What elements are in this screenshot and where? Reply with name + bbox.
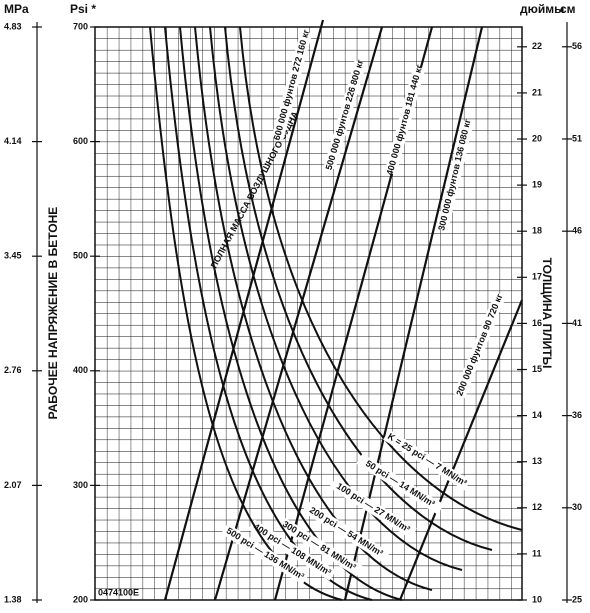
tick-label: 17 <box>532 272 542 282</box>
tick-label: 10 <box>532 594 542 604</box>
tick-label: 18 <box>532 226 542 236</box>
axis-title: см <box>560 2 576 16</box>
label-bg <box>329 477 417 539</box>
tick-label: 25 <box>572 594 582 604</box>
tick-label: 2.07 <box>4 480 22 490</box>
tick-label: 30 <box>572 502 582 512</box>
label-bg <box>275 515 363 577</box>
tick-label: 700 <box>73 21 88 31</box>
label-bg <box>383 429 471 491</box>
tick-label: 20 <box>532 133 542 143</box>
label-bg <box>248 519 336 581</box>
k-curve <box>194 26 433 591</box>
tick-label: 500 <box>73 251 88 261</box>
weight-line <box>398 299 524 601</box>
y2-title: ТОЛЩИНА ПЛИТЫ <box>540 258 554 369</box>
label-bg <box>384 65 426 175</box>
axis-title: MPa <box>4 2 29 16</box>
tick-label: 1.38 <box>4 594 22 604</box>
label-bg <box>453 291 507 399</box>
tick-label: 400 <box>73 365 88 375</box>
tick-label: 22 <box>532 41 542 51</box>
label-bg <box>221 523 309 585</box>
tick-label: 41 <box>572 318 582 328</box>
tick-label: 3.45 <box>4 251 22 261</box>
tick-label: 300 <box>73 480 88 490</box>
tick-label: 14 <box>532 410 542 420</box>
k-curve <box>239 26 523 531</box>
tick-label: 12 <box>532 502 542 512</box>
tick-label: 36 <box>572 410 582 420</box>
tick-label: 11 <box>532 548 542 558</box>
axis-title: Psi * <box>70 2 96 16</box>
label-bg <box>436 120 474 230</box>
tick-label: 21 <box>532 87 542 97</box>
tick-label: 13 <box>532 456 542 466</box>
axis-title: дюймы <box>520 2 564 16</box>
tick-label: 4.83 <box>4 21 22 31</box>
tick-label: 56 <box>572 41 582 51</box>
label-bg <box>271 30 313 140</box>
label-bg <box>356 453 444 515</box>
y-title: РАБОЧЕЕ НАПРЯЖЕНИЕ В БЕТОНЕ <box>46 207 60 420</box>
code: 0474100E <box>98 587 139 597</box>
tick-label: 4.14 <box>4 136 22 146</box>
tick-label: 600 <box>73 136 88 146</box>
label-bg <box>323 60 367 170</box>
tick-label: 46 <box>572 226 582 236</box>
tick-label: 16 <box>532 318 542 328</box>
tick-label: 15 <box>532 364 542 374</box>
k-curve <box>224 26 493 551</box>
k-curve <box>179 26 403 601</box>
tick-label: 51 <box>572 133 582 143</box>
tick-label: 2.76 <box>4 365 22 375</box>
tick-label: 19 <box>532 179 542 189</box>
label-bg <box>302 501 390 563</box>
tick-label: 200 <box>73 594 88 604</box>
k-curve <box>209 26 463 571</box>
